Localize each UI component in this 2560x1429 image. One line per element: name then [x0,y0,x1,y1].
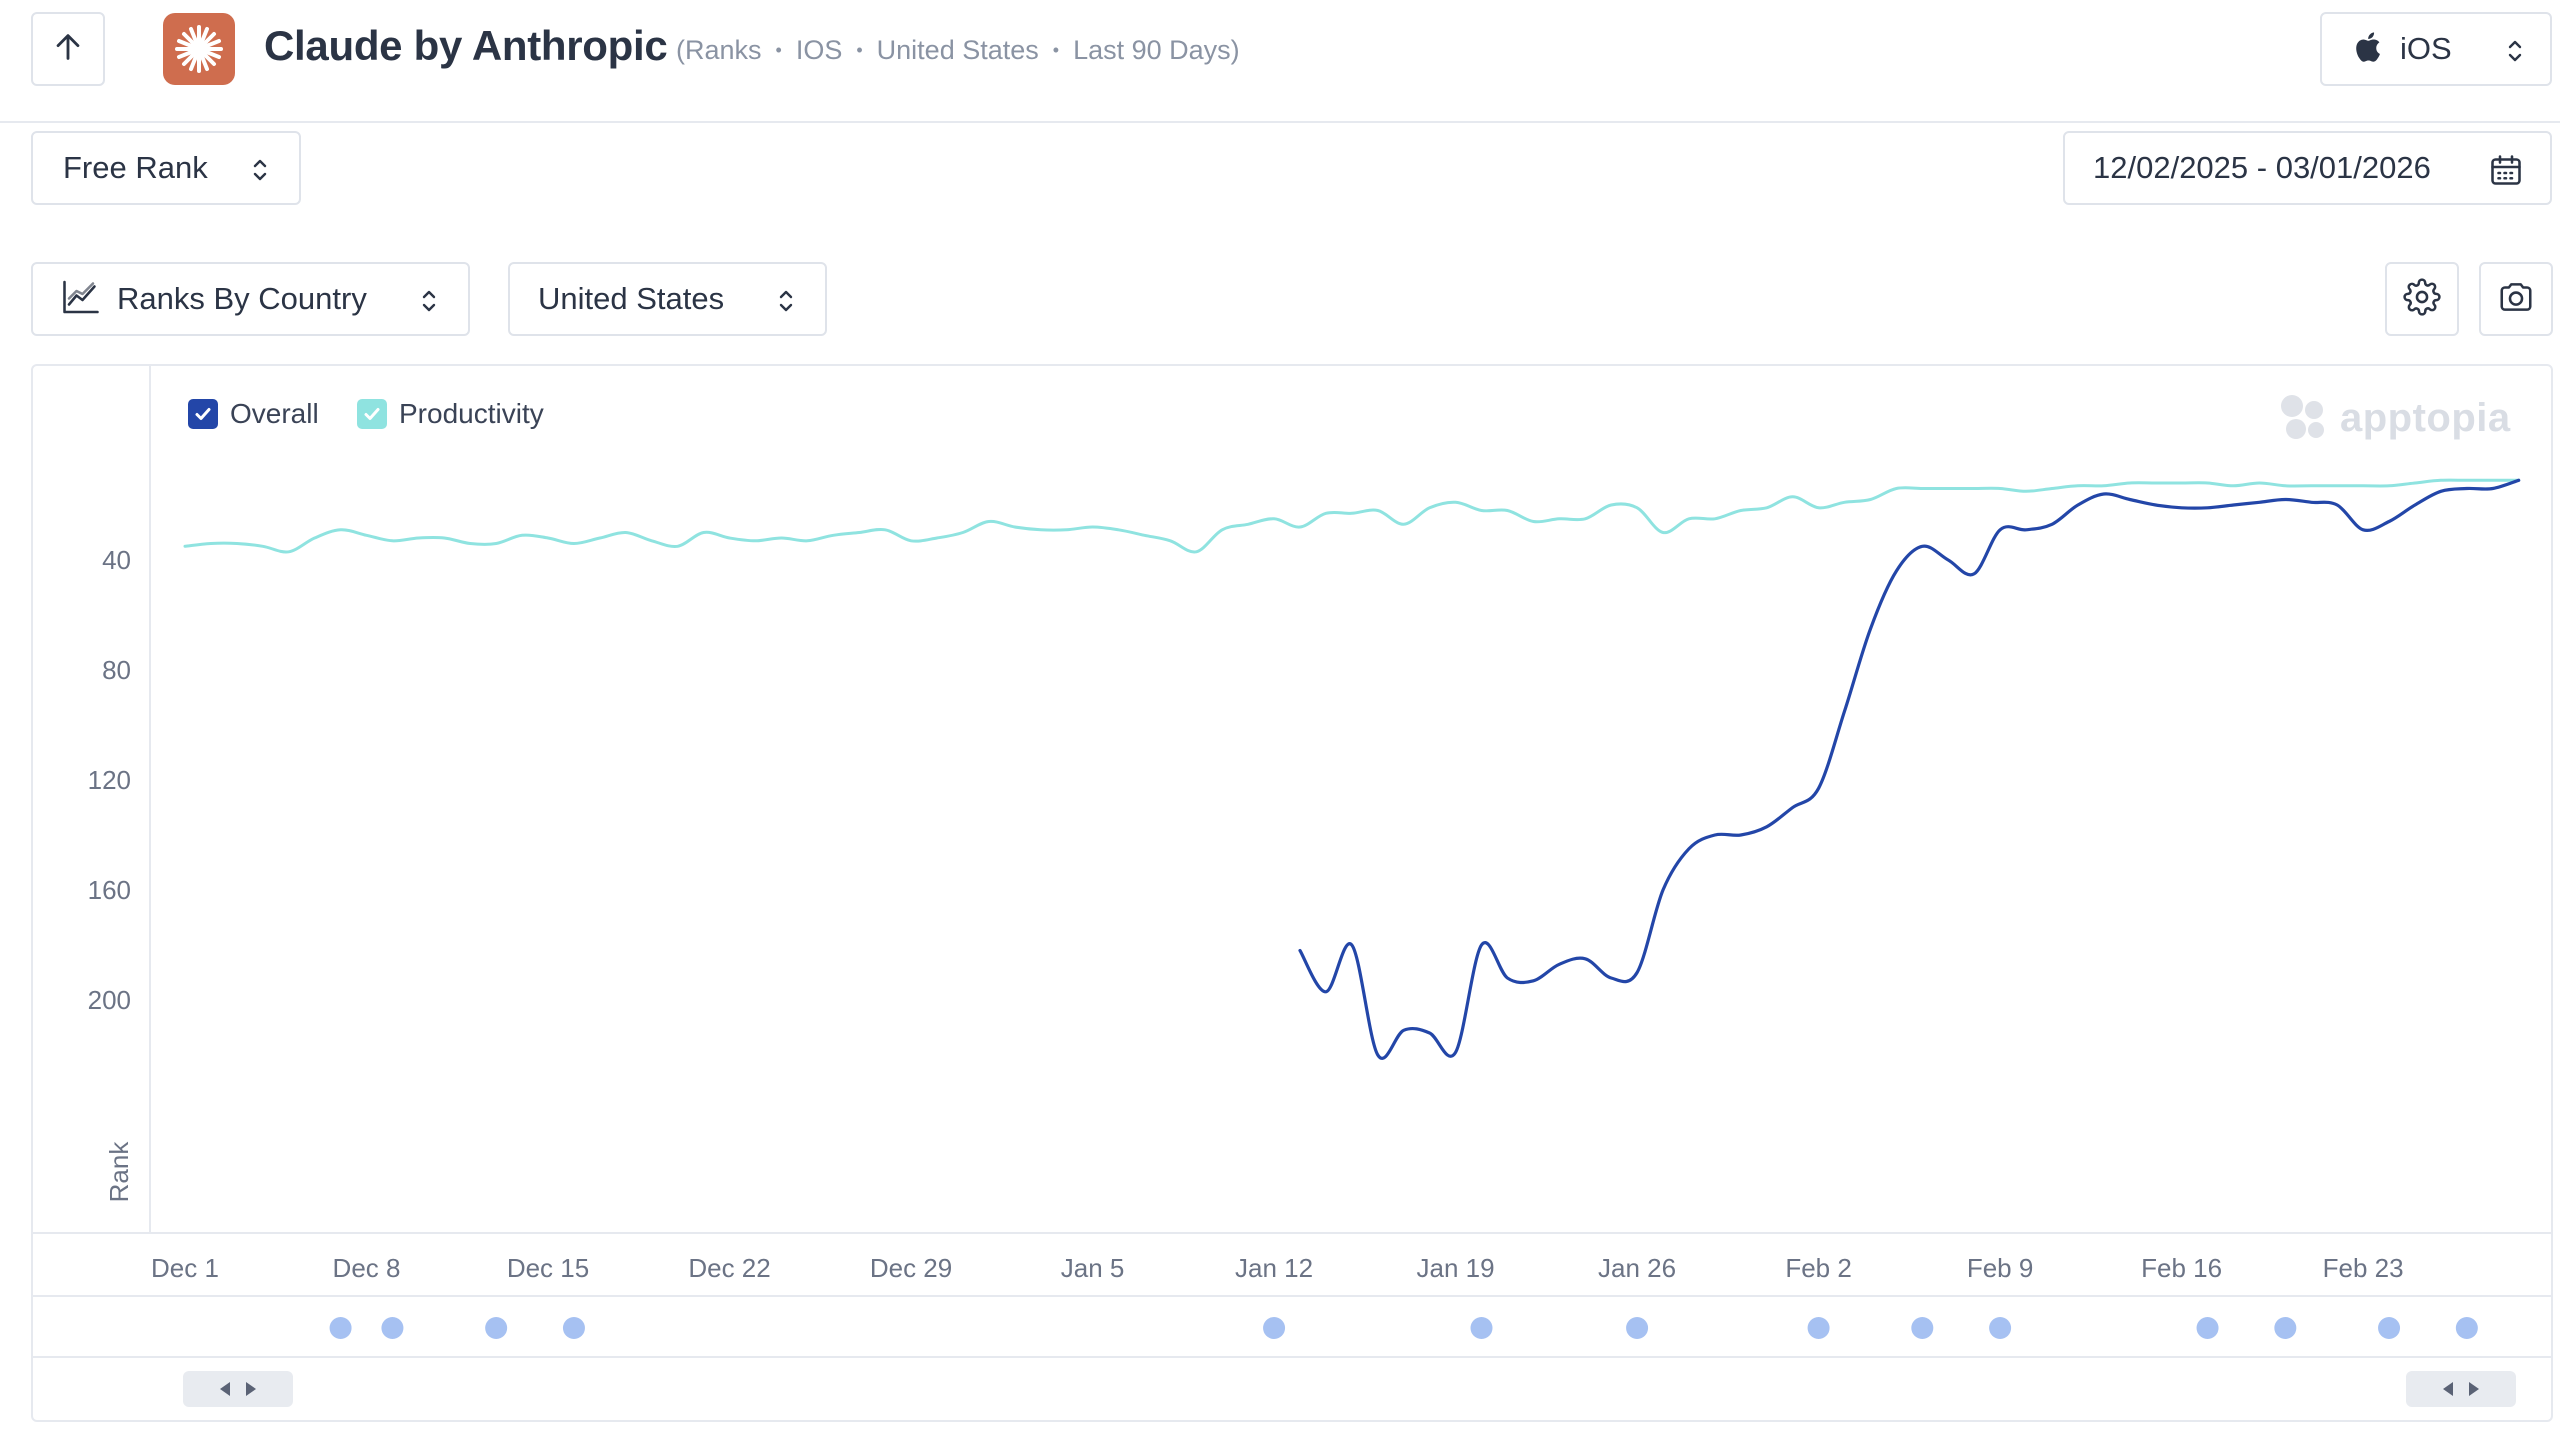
y-tick-label: 200 [88,985,131,1015]
separator-dot: • [1052,40,1060,60]
line-chart-icon [61,279,101,320]
event-marker [2196,1317,2219,1339]
event-marker [1470,1317,1493,1339]
header-divider [0,121,2560,123]
x-tick-label: Dec 29 [870,1253,952,1283]
chevron-updown-icon [2504,36,2526,71]
event-marker [329,1317,352,1339]
date-range-picker[interactable]: 12/02/2025 - 03/01/2026 [2063,131,2552,205]
legend-label: Overall [230,398,319,429]
event-marker [485,1317,508,1339]
separator-dot: • [856,40,863,60]
series-line-productivity [183,478,2521,554]
meta-country: United States [876,35,1039,65]
x-tick-label: Jan 5 [1061,1253,1125,1283]
country-label: United States [538,281,725,316]
event-marker [1911,1317,1934,1339]
y-tick-label: 40 [102,545,131,575]
apptopia-logo-icon [2281,395,2324,439]
event-marker [562,1317,585,1339]
chevron-updown-icon [249,155,271,190]
y-tick-label: 80 [102,655,131,685]
separator-dot: • [775,40,782,60]
x-tick-label: Dec 22 [688,1253,770,1283]
app-title: Claude by Anthropic [264,22,668,69]
x-tick-label: Feb 9 [1967,1253,2034,1283]
scroll-handle-right[interactable] [2406,1371,2516,1407]
x-tick-label: Jan 19 [1417,1253,1495,1283]
app-meta: (Ranks • IOS • United States • Last 90 D… [676,35,1240,66]
rank-type-label: Free Rank [63,150,208,185]
x-tick-label: Feb 23 [2323,1253,2404,1283]
x-tick-label: Feb 2 [1785,1253,1852,1283]
scroll-handle-left[interactable] [183,1371,293,1407]
event-marker [1263,1317,1286,1339]
camera-icon [2497,278,2535,321]
claude-logo-icon [175,25,223,73]
meta-ranks: (Ranks [676,35,762,65]
triangle-right-icon [2469,1382,2479,1396]
legend-productivity[interactable]: Productivity [357,398,544,430]
event-marker [2274,1317,2297,1339]
gear-icon [2403,277,2441,321]
screenshot-button[interactable] [2479,262,2553,336]
platform-label: iOS [2400,31,2452,66]
event-marker [1989,1317,2012,1339]
event-marker [1626,1317,1649,1339]
app-icon [163,13,235,85]
x-tick-label: Jan 12 [1235,1253,1313,1283]
country-select[interactable]: United States [508,262,827,336]
watermark-text: apptopia [2340,395,2511,440]
date-range-label: 12/02/2025 - 03/01/2026 [2093,150,2431,185]
triangle-left-icon [2443,1382,2453,1396]
chevron-updown-icon [418,286,440,321]
triangle-left-icon [220,1382,230,1396]
legend-label: Productivity [399,398,544,429]
arrow-up-icon [51,30,85,69]
x-tick-label: Dec 1 [151,1253,219,1283]
view-select[interactable]: Ranks By Country [31,262,470,336]
series-line-overall [1298,478,2521,1060]
x-tick-label: Feb 16 [2141,1253,2222,1283]
chart-settings-button[interactable] [2385,262,2459,336]
event-marker [381,1317,404,1339]
x-tick-label: Dec 8 [333,1253,401,1283]
meta-os: IOS [795,35,843,65]
calendar-icon [2488,152,2524,193]
apple-icon [2352,30,2382,69]
y-tick-label: 160 [88,875,131,905]
checkbox-checked-icon[interactable] [188,399,218,429]
event-marker [2378,1317,2401,1339]
y-axis-title: Rank [104,1141,134,1203]
view-label: Ranks By Country [117,281,367,316]
rank-type-select[interactable]: Free Rank [31,131,301,205]
apptopia-watermark: apptopia [2278,392,2511,444]
event-marker [2455,1317,2478,1339]
x-tick-label: Dec 15 [507,1253,589,1283]
platform-select[interactable]: iOS [2320,12,2552,86]
meta-period: Last 90 Days) [1073,35,1240,65]
y-tick-label: 120 [88,765,131,795]
event-marker [1807,1317,1830,1339]
triangle-right-icon [246,1382,256,1396]
legend-overall[interactable]: Overall [188,398,319,430]
x-tick-label: Jan 26 [1598,1253,1676,1283]
checkbox-checked-icon[interactable] [357,399,387,429]
chevron-updown-icon [775,286,797,321]
back-button[interactable] [31,12,105,86]
